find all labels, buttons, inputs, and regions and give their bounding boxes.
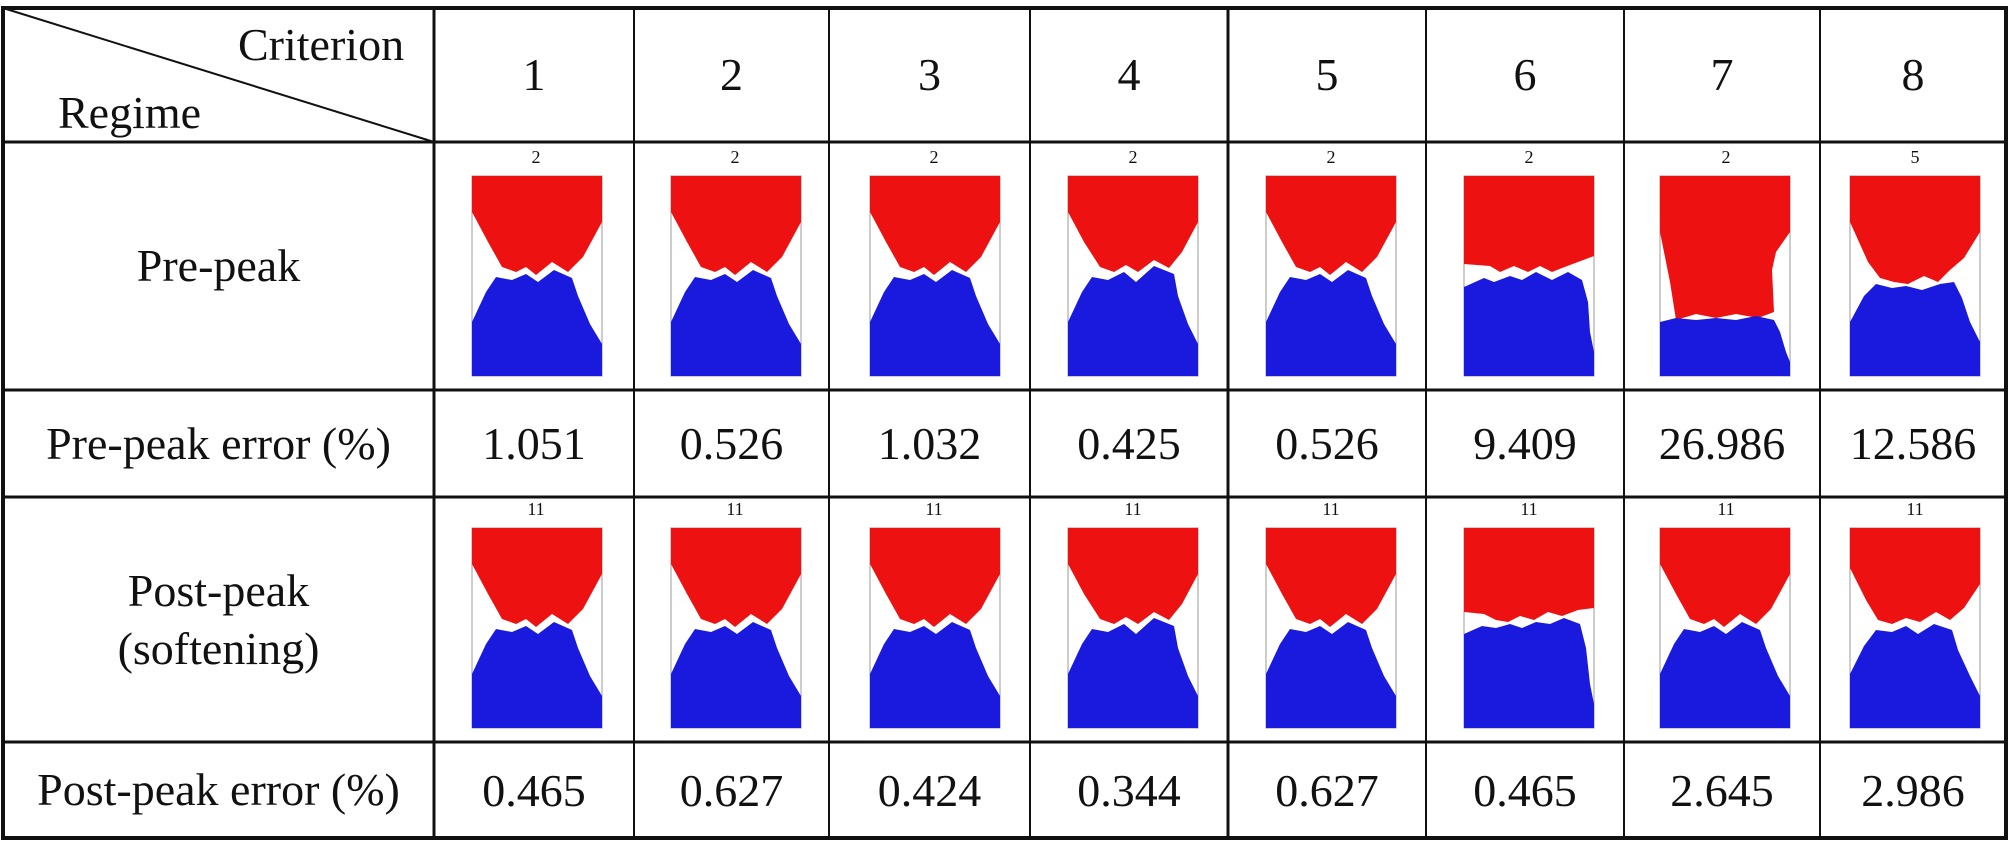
pre-peak-figure-number-7: 2 bbox=[1721, 147, 1731, 167]
criterion-6: 6 bbox=[1513, 49, 1537, 101]
post-peak-figure-number-5: 11 bbox=[1322, 499, 1340, 519]
pre-peak-fracture-image-7 bbox=[1659, 175, 1791, 377]
pre-peak-figure-number-5: 2 bbox=[1326, 147, 1336, 167]
pre-peak-error-2: 0.526 bbox=[679, 418, 784, 469]
post-peak-error-4: 0.344 bbox=[1077, 764, 1181, 816]
post-peak-fracture-image-6 bbox=[1463, 527, 1595, 729]
pre-peak-fracture-image-6 bbox=[1463, 175, 1595, 377]
pre-peak-error-3: 1.032 bbox=[877, 418, 982, 469]
post-peak-figure-number-3: 11 bbox=[925, 499, 943, 519]
post-peak-fracture-image-4 bbox=[1067, 527, 1199, 729]
pre-peak-figure-number-1: 2 bbox=[531, 147, 541, 167]
post-peak-error-2: 0.627 bbox=[679, 764, 784, 816]
pre-peak-figure-number-2: 2 bbox=[730, 147, 740, 167]
post-peak-fracture-image-3 bbox=[869, 527, 1001, 729]
criterion-3: 3 bbox=[918, 49, 941, 101]
pre-peak-fracture-image-5 bbox=[1265, 175, 1397, 377]
post-peak-figure-number-2: 11 bbox=[726, 499, 744, 519]
post-peak-fracture-image-5 bbox=[1265, 527, 1397, 729]
criterion-4: 4 bbox=[1117, 49, 1141, 101]
row-label-post-peak-line1: Post-peak bbox=[127, 565, 310, 616]
regime-header-label: Regime bbox=[58, 87, 202, 138]
criterion-2: 2 bbox=[720, 49, 743, 101]
criterion-1: 1 bbox=[522, 49, 546, 101]
pre-peak-fracture-image-3 bbox=[869, 175, 1001, 377]
criterion-7: 7 bbox=[1710, 49, 1734, 101]
row-label-post-peak: Post-peak (softening) bbox=[3, 497, 434, 742]
post-peak-figure-number-1: 11 bbox=[527, 499, 545, 519]
post-peak-figure-number-8: 11 bbox=[1906, 499, 1924, 519]
pre-peak-fracture-image-4 bbox=[1067, 175, 1199, 377]
row-label-post-peak-line2: (softening) bbox=[117, 622, 320, 674]
row-label-post-peak-error: Post-peak error (%) bbox=[37, 764, 400, 816]
pre-peak-fracture-image-8 bbox=[1849, 175, 1981, 377]
post-peak-error-6: 0.465 bbox=[1473, 764, 1577, 816]
pre-peak-error-5: 0.526 bbox=[1275, 418, 1379, 469]
pre-peak-error-6: 9.409 bbox=[1473, 418, 1577, 469]
post-peak-error-7: 2.645 bbox=[1670, 764, 1774, 816]
post-peak-fracture-image-8 bbox=[1849, 527, 1981, 729]
row-label-pre-peak: Pre-peak bbox=[136, 240, 301, 292]
post-peak-error-8: 2.986 bbox=[1861, 764, 1965, 816]
pre-peak-figure-number-8: 5 bbox=[1910, 147, 1920, 167]
pre-peak-error-1: 1.051 bbox=[482, 418, 586, 469]
pre-peak-error-4: 0.425 bbox=[1077, 418, 1181, 469]
post-peak-figure-number-7: 11 bbox=[1717, 499, 1735, 519]
row-label-pre-peak-error: Pre-peak error (%) bbox=[46, 417, 391, 469]
criterion-5: 5 bbox=[1315, 49, 1339, 101]
post-peak-error-3: 0.424 bbox=[877, 764, 982, 816]
post-peak-error-1: 0.465 bbox=[482, 764, 586, 816]
post-peak-fracture-image-1 bbox=[471, 527, 603, 729]
post-peak-figure-number-6: 11 bbox=[1520, 499, 1538, 519]
pre-peak-fracture-image-1 bbox=[471, 175, 603, 377]
pre-peak-figure-number-6: 2 bbox=[1524, 147, 1534, 167]
pre-peak-error-8: 12.586 bbox=[1849, 418, 1977, 469]
post-peak-figure-number-4: 11 bbox=[1124, 499, 1142, 519]
criterion-8: 8 bbox=[1901, 49, 1925, 101]
post-peak-error-5: 0.627 bbox=[1275, 764, 1379, 816]
pre-peak-error-7: 26.986 bbox=[1658, 418, 1786, 469]
pre-peak-fracture-image-2 bbox=[670, 175, 802, 377]
pre-peak-figure-number-4: 2 bbox=[1128, 147, 1138, 167]
pre-peak-figure-number-3: 2 bbox=[929, 147, 939, 167]
post-peak-fracture-image-7 bbox=[1659, 527, 1791, 729]
criterion-header-label: Criterion bbox=[238, 19, 405, 70]
post-peak-fracture-image-2 bbox=[670, 527, 802, 729]
